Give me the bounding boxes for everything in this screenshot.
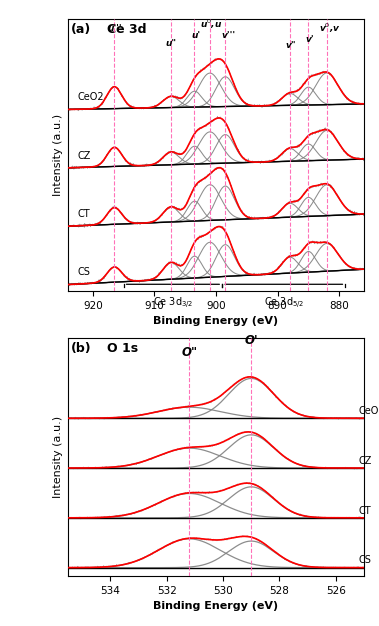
Text: u': u'	[192, 31, 201, 40]
Text: (b): (b)	[71, 342, 92, 354]
Text: v$^0$,v: v$^0$,v	[319, 22, 341, 36]
Text: Ce 3d: Ce 3d	[106, 23, 146, 36]
Text: v': v'	[305, 35, 314, 44]
Text: CT: CT	[358, 506, 371, 516]
Text: CS: CS	[77, 267, 90, 277]
Y-axis label: Intensity (a.u.): Intensity (a.u.)	[53, 114, 63, 196]
Y-axis label: Intensity (a.u.): Intensity (a.u.)	[53, 416, 63, 498]
Text: CZ: CZ	[358, 456, 371, 466]
X-axis label: Binding Energy (eV): Binding Energy (eV)	[153, 316, 279, 326]
Text: CS: CS	[358, 555, 371, 565]
X-axis label: Binding Energy (eV): Binding Energy (eV)	[153, 601, 279, 611]
Text: CT: CT	[77, 209, 90, 219]
Text: Ce 3d$_{5/2}$: Ce 3d$_{5/2}$	[264, 295, 304, 310]
Text: CZ: CZ	[77, 151, 91, 161]
Text: O 1s: O 1s	[106, 342, 138, 354]
Text: O": O"	[181, 346, 197, 359]
Text: v''': v'''	[221, 31, 235, 40]
Text: u''': u'''	[107, 24, 122, 33]
Text: (a): (a)	[71, 23, 91, 36]
Text: u": u"	[166, 39, 177, 48]
Text: Ce 3d$_{3/2}$: Ce 3d$_{3/2}$	[153, 295, 193, 310]
Text: O': O'	[244, 334, 258, 347]
Text: CeO2: CeO2	[77, 93, 104, 103]
Text: u$^0$,u: u$^0$,u	[200, 18, 222, 31]
Text: CeO2: CeO2	[358, 406, 379, 416]
Text: v": v"	[286, 41, 296, 49]
